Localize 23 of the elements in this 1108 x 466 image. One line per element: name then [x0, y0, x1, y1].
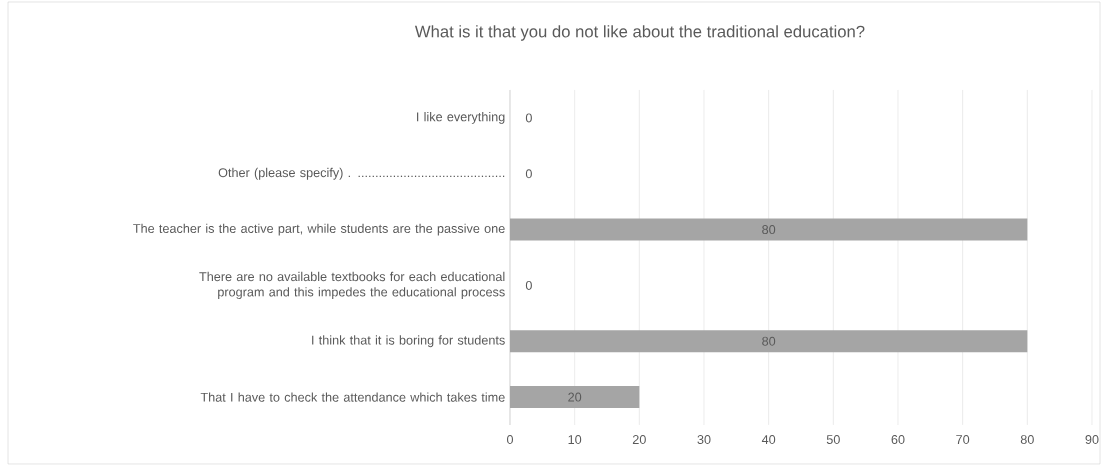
data-label: 0	[525, 169, 532, 179]
data-label: 20	[568, 392, 582, 402]
x-tick-label: 90	[1085, 435, 1099, 444]
chart-title: What is it that you do not like about the traditional education?	[414, 25, 865, 41]
x-tick-label: 70	[956, 435, 970, 444]
x-tick-label: 30	[697, 435, 711, 444]
data-label: 0	[525, 113, 532, 123]
y-tick-label: That I have to check the attendance which takes time	[200, 392, 505, 402]
x-tick-label: 50	[826, 435, 840, 444]
data-label: 80	[762, 225, 776, 235]
x-tick-label: 40	[761, 435, 776, 444]
y-tick-label: I like everything	[417, 112, 505, 124]
y-tick-label: The teacher is the active part, while students are the passive one	[133, 223, 505, 236]
y-tick-label: I think that it is boring for students	[312, 335, 505, 348]
x-tick-label: 10	[568, 435, 582, 444]
y-tick-label: There are no available textbooks for each educational program and this impedes the educational process	[199, 271, 505, 299]
x-tick-label: 80	[1020, 435, 1034, 444]
x-tick-label: 0	[506, 435, 514, 444]
x-tick-label: 60	[891, 435, 905, 444]
data-label: 80	[762, 336, 776, 346]
x-tick-label: 20	[632, 435, 646, 444]
y-tick-label: Other (please specify) . ..........................................	[218, 167, 505, 180]
data-label: 0	[525, 280, 532, 290]
